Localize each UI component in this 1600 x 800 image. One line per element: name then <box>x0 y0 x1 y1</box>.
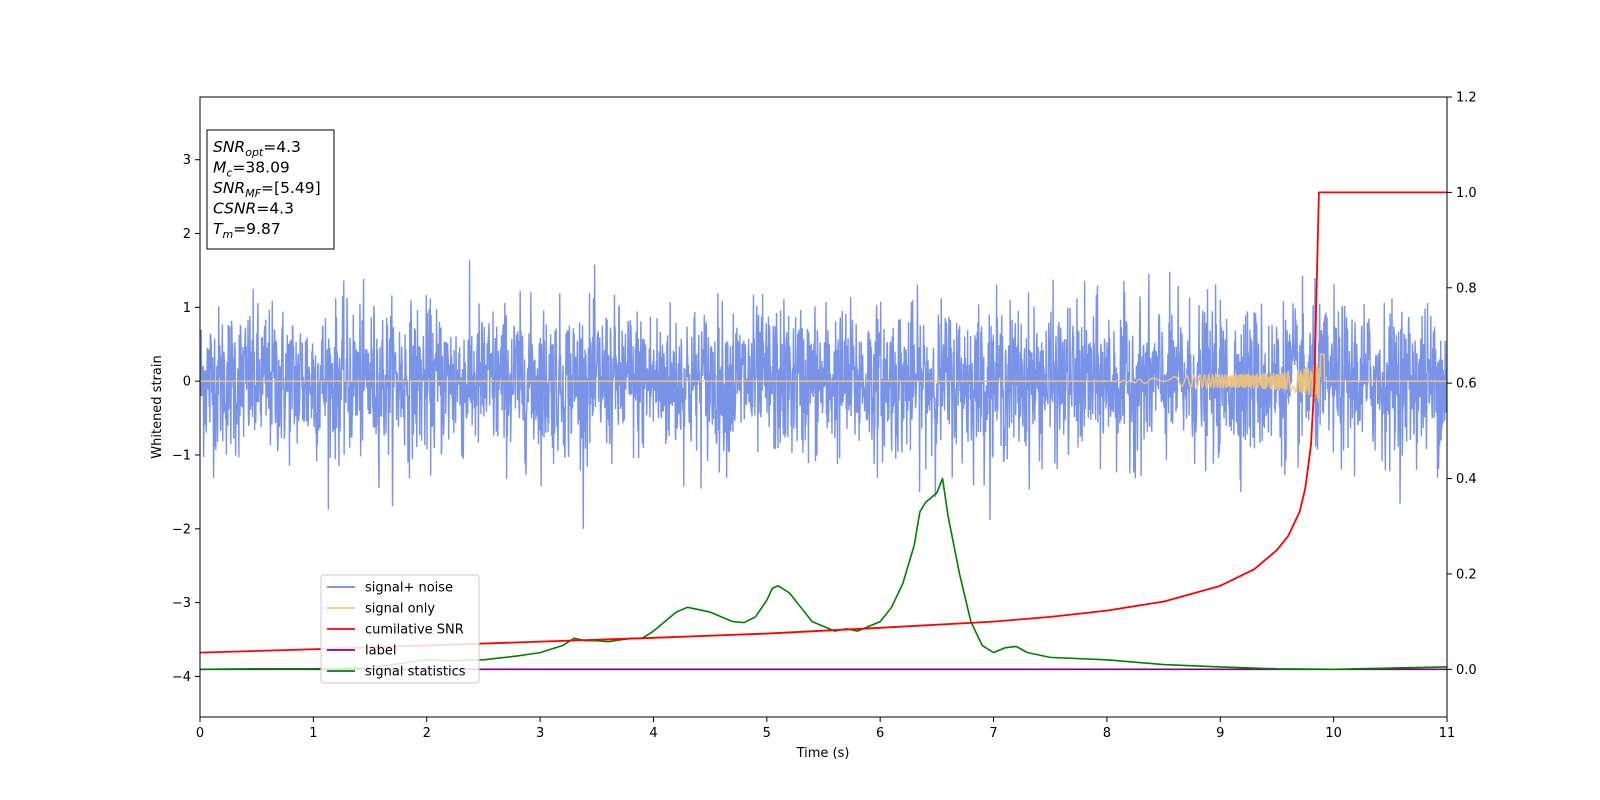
y-right-tick-label: 1.2 <box>1456 91 1477 106</box>
x-tick-label: 0 <box>196 726 204 741</box>
x-tick-label: 11 <box>1439 726 1456 741</box>
y-left-tick-label: 3 <box>183 153 191 168</box>
y-left-tick-label: 2 <box>183 227 191 242</box>
y-left-tick-label: 0 <box>183 375 191 390</box>
y-left-tick-label: −2 <box>172 522 191 537</box>
y-right-tick-label: 0.8 <box>1456 281 1477 296</box>
y-axis-label: Whitened strain <box>150 355 165 458</box>
x-tick-label: 3 <box>536 726 544 741</box>
x-tick-label: 6 <box>876 726 884 741</box>
y-right-tick-label: 0.0 <box>1456 663 1477 678</box>
x-tick-label: 5 <box>763 726 771 741</box>
plot-frame <box>199 96 1448 718</box>
legend-label-signal_noise: signal+ noise <box>365 581 453 596</box>
series-signal-statistics <box>200 477 1447 671</box>
legend-label-cumulative_snr: cumilative SNR <box>365 623 464 638</box>
annotation-frame <box>206 129 335 250</box>
y-right-tick-label: 0.4 <box>1456 472 1477 487</box>
x-tick-label: 8 <box>1103 726 1111 741</box>
y-left-tick-label: −4 <box>172 670 191 685</box>
x-tick-label: 4 <box>649 726 657 741</box>
legend-label-signal_only: signal only <box>365 602 435 617</box>
y-right-tick-label: 1.0 <box>1456 186 1477 201</box>
x-tick-label: 1 <box>309 726 317 741</box>
x-axis-label: Time (s) <box>796 746 850 761</box>
y-left-tick-label: 1 <box>183 301 191 316</box>
legend-frame <box>320 574 480 684</box>
y-left-tick-label: −1 <box>172 448 191 463</box>
legend-label-label: label <box>365 644 396 659</box>
series-signal-noise <box>200 260 1447 529</box>
y-right-tick-label: 0.6 <box>1456 377 1477 392</box>
axes-layer: 0 1 2 3 4 5 6 7 8 9 10 11 −4 −3 −2 −1 0 1 2 3 0.0 0.2 0.4 0.6 0.… <box>172 91 1477 742</box>
series-cumulative-snr <box>200 191 1447 654</box>
annotation-line: CSNR=4.3 <box>213 200 294 218</box>
series-signal-only <box>200 353 1447 403</box>
legend-label-signal_statistics: signal statistics <box>365 665 466 680</box>
x-tick-label: 10 <box>1325 726 1342 741</box>
annotation-line: Tm=9.87 <box>213 220 281 241</box>
legend: signal+ noise signal only cumilative SNR la… <box>320 574 480 684</box>
x-tick-label: 9 <box>1216 726 1224 741</box>
y-right-tick-label: 0.2 <box>1456 567 1477 582</box>
x-tick-label: 7 <box>989 726 997 741</box>
x-tick-label: 2 <box>423 726 431 741</box>
annotation-line: SNRMF=[5.49] <box>213 179 321 200</box>
y-left-tick-label: −3 <box>172 596 191 611</box>
annotation-line: SNRopt=4.3 <box>213 138 301 159</box>
annotation-line: Mc=38.09 <box>213 159 290 180</box>
